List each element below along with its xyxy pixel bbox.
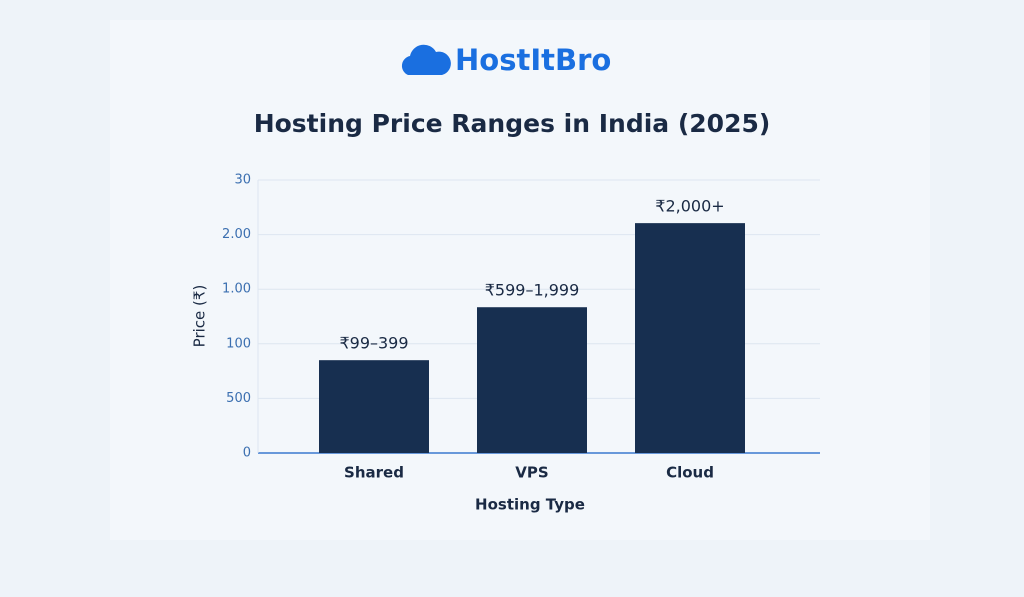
x-tick-label: VPS <box>515 464 548 482</box>
brand: HostItBro <box>455 43 611 77</box>
y-tick-label: 1.00 <box>222 282 251 297</box>
y-tick-label: 2.00 <box>222 227 251 242</box>
bar-label: ₹599–1,999 <box>485 281 580 300</box>
bar <box>319 360 429 453</box>
y-tick-label: 0 <box>243 446 251 461</box>
chart-title: Hosting Price Ranges in India (2025) <box>254 109 771 138</box>
logo-icon <box>401 44 451 75</box>
bar <box>477 307 587 453</box>
bar <box>635 223 745 453</box>
y-tick-label: 100 <box>226 336 251 351</box>
bar-label: ₹99–399 <box>339 334 408 353</box>
x-tick-label: Shared <box>344 464 404 482</box>
y-tick-label: 30 <box>234 173 251 188</box>
y-axis-label: Price (₹) <box>191 285 209 348</box>
bar-label: ₹2,000+ <box>655 197 724 216</box>
x-axis-label: Hosting Type <box>475 496 585 514</box>
x-tick-label: Cloud <box>666 464 714 482</box>
y-tick-label: 500 <box>226 391 251 406</box>
